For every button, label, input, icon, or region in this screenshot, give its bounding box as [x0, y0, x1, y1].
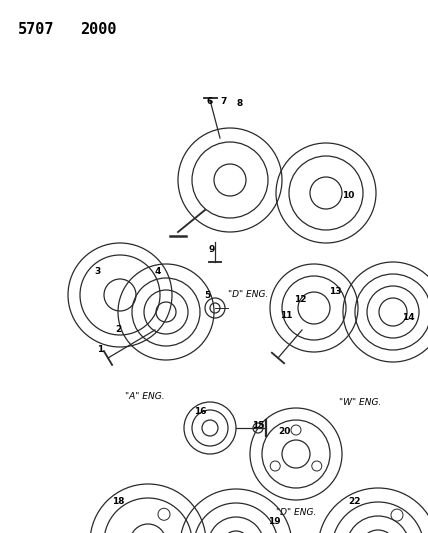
Text: 13: 13 [329, 287, 341, 296]
Text: "A" ENG.: "A" ENG. [125, 392, 165, 401]
Text: 4: 4 [155, 268, 161, 277]
Text: 16: 16 [194, 408, 206, 416]
Text: "D" ENG.: "D" ENG. [276, 508, 316, 517]
Text: 20: 20 [278, 427, 290, 437]
Text: 1: 1 [97, 345, 103, 354]
Text: 19: 19 [268, 518, 280, 527]
Text: 15: 15 [252, 422, 264, 431]
Text: 11: 11 [280, 311, 292, 320]
Text: 7: 7 [221, 98, 227, 107]
Text: 9: 9 [209, 246, 215, 254]
Text: 18: 18 [112, 497, 124, 506]
Text: 22: 22 [349, 497, 361, 506]
Text: 5: 5 [204, 292, 210, 301]
Text: 6: 6 [207, 98, 213, 107]
Text: 8: 8 [237, 99, 243, 108]
Text: "W" ENG.: "W" ENG. [339, 398, 381, 407]
Text: 14: 14 [402, 313, 414, 322]
Text: 10: 10 [342, 190, 354, 199]
Text: 2000: 2000 [80, 22, 116, 37]
Text: 3: 3 [95, 268, 101, 277]
Text: 5707: 5707 [18, 22, 54, 37]
Text: 12: 12 [294, 295, 306, 304]
Text: "D" ENG.: "D" ENG. [228, 290, 268, 299]
Text: 2: 2 [115, 326, 121, 335]
